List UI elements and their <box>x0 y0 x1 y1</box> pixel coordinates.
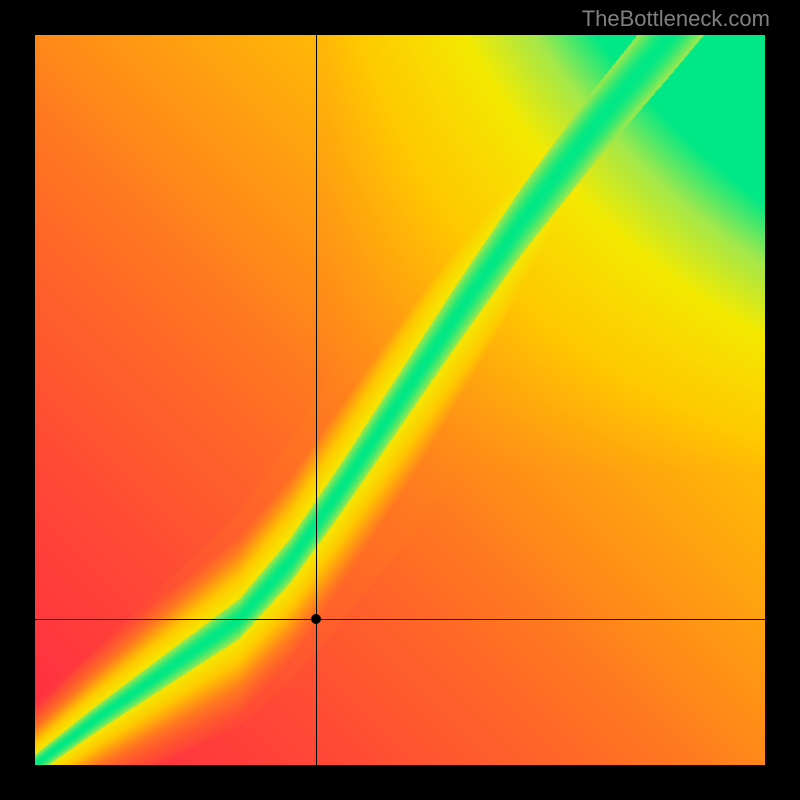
watermark-text: TheBottleneck.com <box>582 6 770 32</box>
crosshair-marker <box>311 614 321 624</box>
crosshair-vertical <box>316 35 317 765</box>
heatmap-plot <box>35 35 765 765</box>
crosshair-horizontal <box>35 619 765 620</box>
heatmap-canvas <box>35 35 765 765</box>
